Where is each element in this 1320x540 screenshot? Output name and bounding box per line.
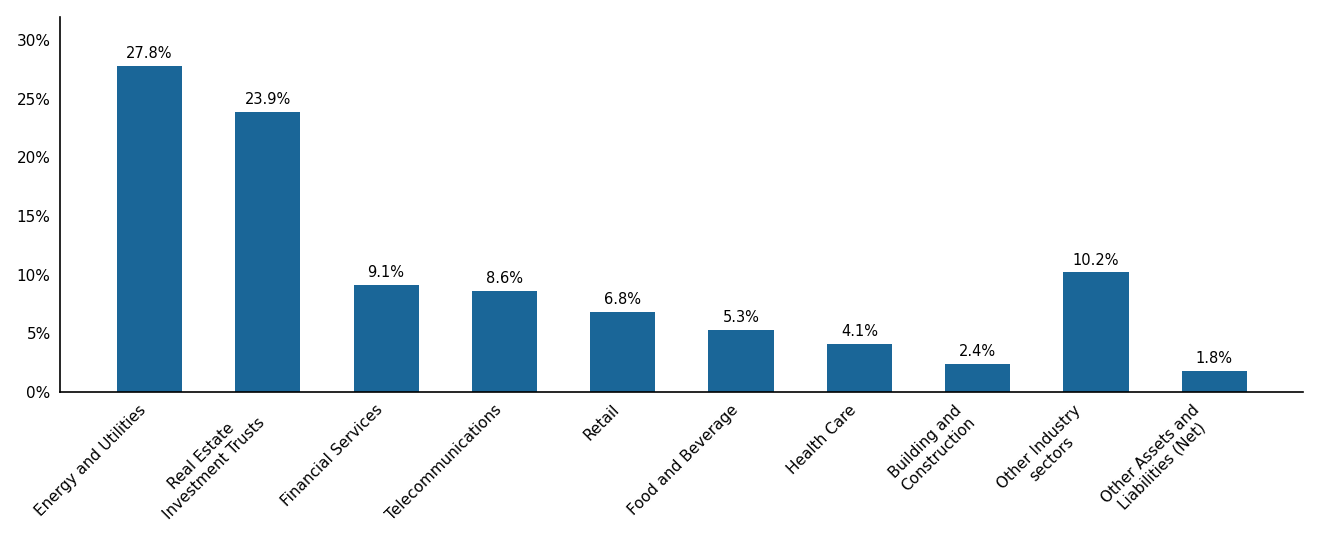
Text: 27.8%: 27.8% xyxy=(127,46,173,61)
Text: 5.3%: 5.3% xyxy=(722,310,759,325)
Text: 23.9%: 23.9% xyxy=(244,92,290,107)
Bar xyxy=(945,363,1010,392)
Text: 4.1%: 4.1% xyxy=(841,324,878,339)
Bar xyxy=(709,330,774,392)
Text: 1.8%: 1.8% xyxy=(1196,351,1233,366)
Bar xyxy=(1064,272,1129,392)
Text: 2.4%: 2.4% xyxy=(960,344,997,359)
Text: 10.2%: 10.2% xyxy=(1073,253,1119,267)
Bar xyxy=(117,66,182,392)
Bar xyxy=(471,291,537,392)
Bar xyxy=(826,344,892,392)
Bar xyxy=(235,112,300,392)
Text: 6.8%: 6.8% xyxy=(605,293,642,307)
Text: 9.1%: 9.1% xyxy=(367,266,404,280)
Text: 8.6%: 8.6% xyxy=(486,271,523,286)
Bar xyxy=(354,285,418,392)
Bar xyxy=(1181,371,1247,392)
Bar xyxy=(590,312,655,392)
